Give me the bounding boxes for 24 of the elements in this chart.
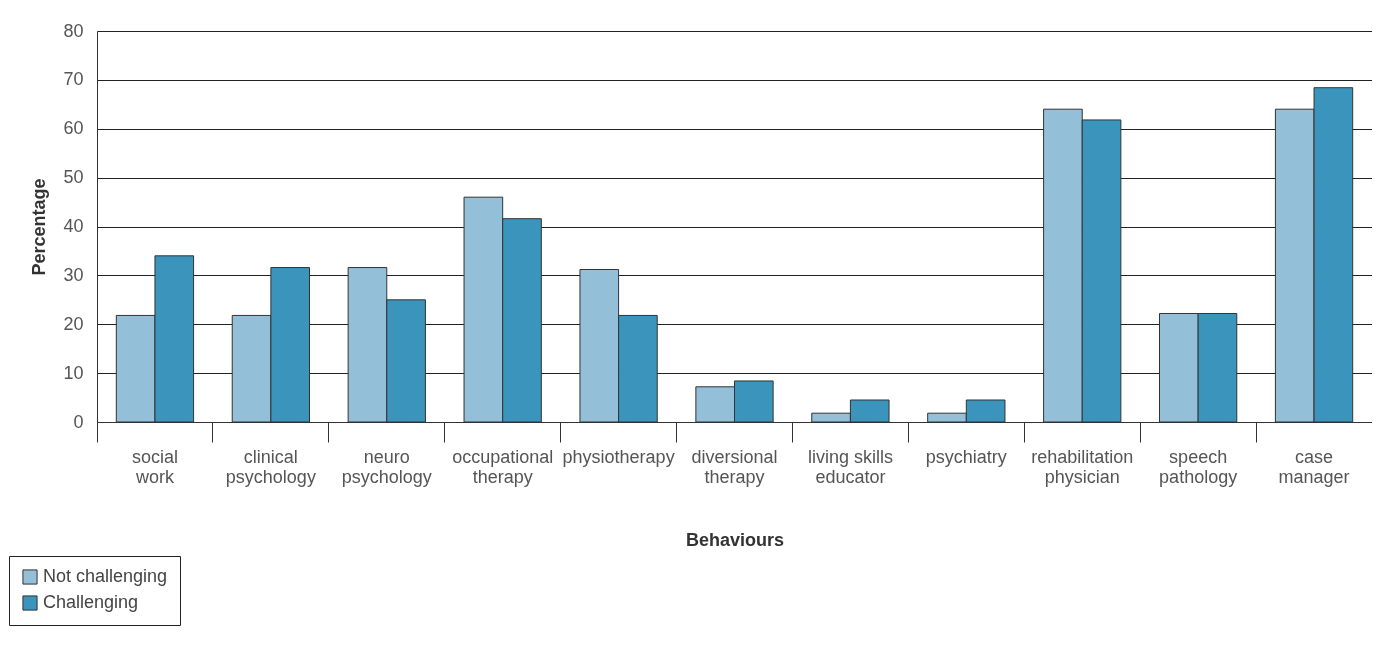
y-tick-label: 10 [63,362,84,383]
y-tick-label: 20 [63,313,84,334]
y-tick-label: 70 [63,69,84,90]
y-tick-label: 0 [73,411,84,432]
y-tick-label: 30 [63,264,84,285]
x-tick-label: neuro psychology [341,446,432,487]
legend-label: Not challenging [43,566,168,586]
x-tick-label: physiotherapy [562,446,675,467]
y-tick-label: 80 [63,20,84,41]
x-tick-label: social work [131,446,178,487]
x-tick-label: living skills educator [807,446,893,487]
y-tick-label: 40 [63,216,84,236]
x-axis-title: Behaviours [685,529,785,550]
legend-label: Challenging [43,592,139,612]
x-tick-label: speech pathology [1159,446,1238,487]
x-tick-label: diversional therapy [691,446,778,487]
x-tick-label: rehabilitation physician [1031,446,1134,487]
y-axis-title: Percentage [29,178,50,276]
y-tick-label: 60 [63,118,84,139]
x-tick-label: occupational therapy [452,446,554,487]
x-tick-label: case manager [1278,446,1350,487]
y-tick-label: 50 [63,167,84,188]
x-tick-label: clinical psychology [225,446,316,487]
x-tick-label: psychiatry [925,446,1007,467]
